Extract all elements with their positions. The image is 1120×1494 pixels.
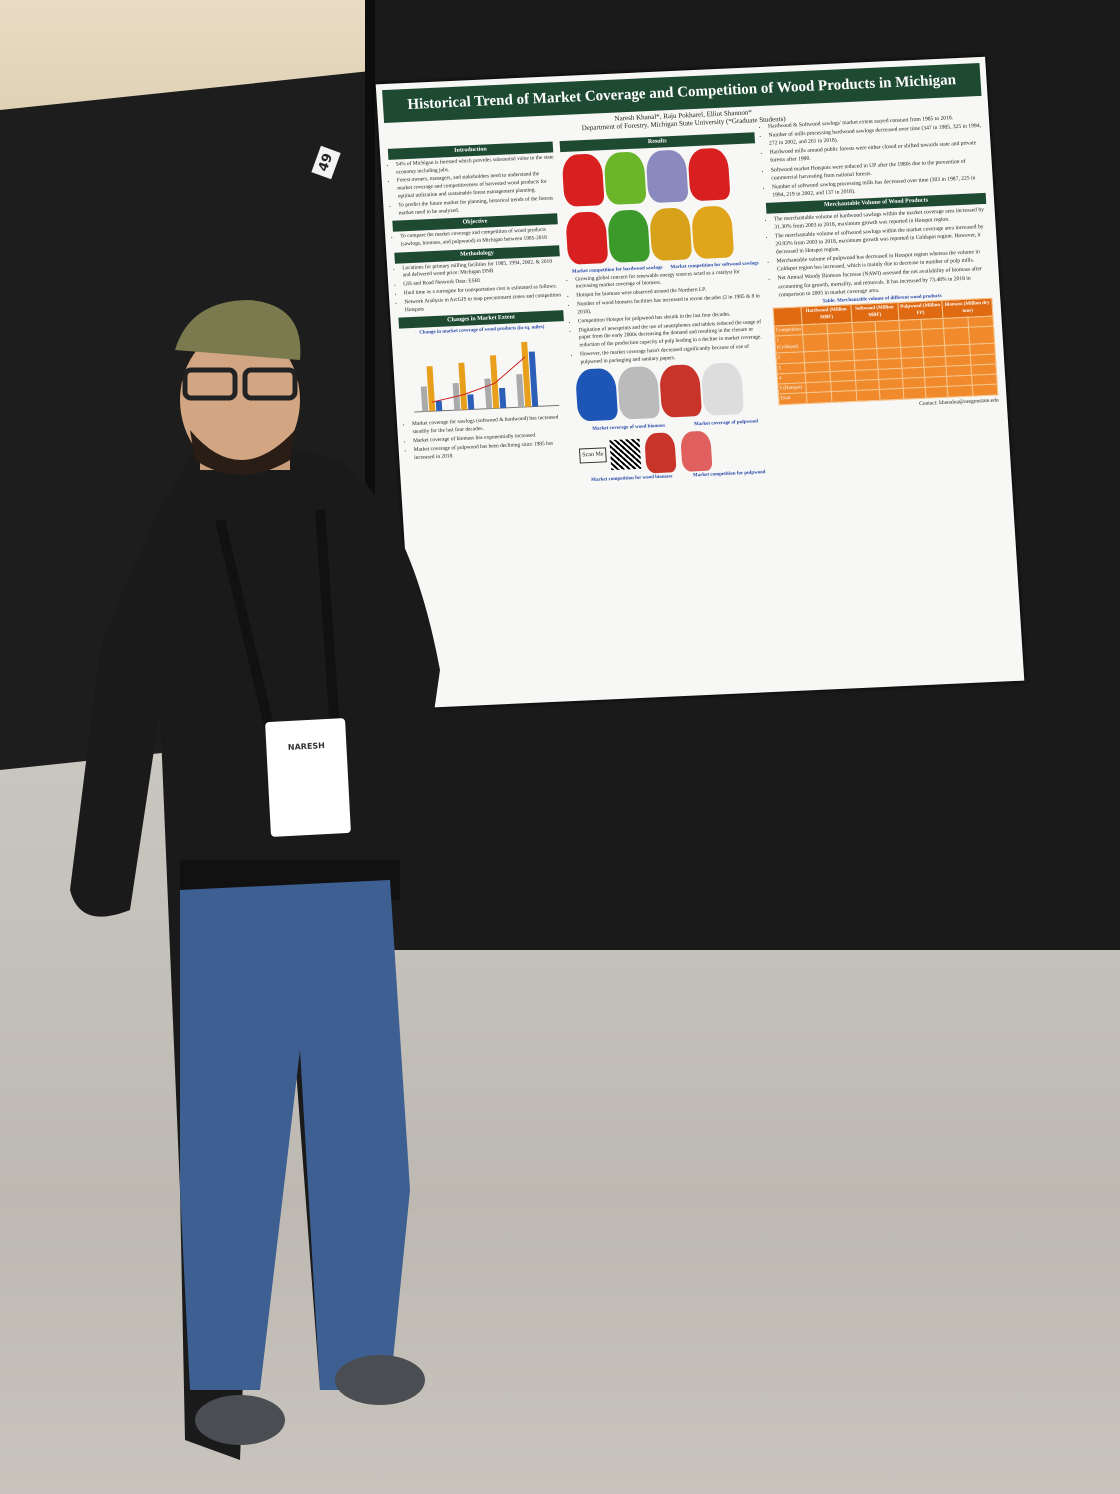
cell <box>947 385 973 397</box>
map <box>616 365 661 420</box>
bullet-list: Hardwood & Softwood sawlogs' market exte… <box>761 113 986 200</box>
row-label: 1 (Coldspot) <box>774 334 804 354</box>
cell <box>899 329 923 348</box>
map <box>565 210 609 265</box>
map <box>700 361 745 416</box>
face <box>180 328 300 472</box>
volume-table: Hardwood (Million MBF) Softwood (Million … <box>772 298 998 405</box>
cell <box>852 331 877 350</box>
row-label: Total <box>778 392 808 405</box>
cell <box>802 333 829 353</box>
map <box>690 204 735 259</box>
shoe <box>335 1355 425 1405</box>
map <box>680 430 713 472</box>
cell <box>879 388 904 400</box>
cell <box>921 328 946 347</box>
beard <box>190 430 295 475</box>
cell <box>827 332 854 351</box>
cell <box>831 390 857 403</box>
column: Introduction 54% of Michigan is forested… <box>387 138 573 463</box>
map-grid <box>560 145 762 269</box>
map <box>644 432 677 474</box>
map <box>561 152 605 207</box>
map-grid <box>574 360 772 427</box>
cell <box>968 325 995 345</box>
cell <box>856 389 881 401</box>
shoe <box>195 1395 285 1445</box>
header-cell: Biomass (Million dry tons) <box>942 298 993 318</box>
bullet-list: 54% of Michigan is forested which provid… <box>389 154 557 218</box>
jeans <box>180 880 410 1390</box>
header-cell: Softwood (Million MBF) <box>850 302 899 323</box>
glasses <box>182 367 238 401</box>
cell <box>806 391 832 404</box>
poster: Historical Trend of Market Coverage and … <box>375 56 1025 709</box>
map <box>687 147 731 201</box>
cell <box>925 386 949 398</box>
map <box>648 206 693 261</box>
header-cell: Pulpwood (Million Ft³) <box>897 300 944 320</box>
column: Hardwood & Softwood sawlogs' market exte… <box>761 113 999 415</box>
cap <box>175 300 301 360</box>
map <box>658 363 703 418</box>
lanyard <box>215 509 340 732</box>
bar-chart-image <box>414 342 560 413</box>
cell <box>875 330 901 349</box>
scan-me: Scan Me <box>578 447 608 464</box>
cell <box>943 327 970 346</box>
map-caption: Market coverage of pulpwood <box>693 418 759 427</box>
cell <box>902 387 926 399</box>
map <box>603 151 647 205</box>
cell <box>972 384 998 396</box>
map <box>574 367 619 422</box>
badge-name: NARESH <box>287 741 326 753</box>
bullet-list: Growing global concern for renewable ene… <box>568 268 769 368</box>
header-cell: Hardwood (Million MBF) <box>801 304 852 325</box>
column: Results Market competition for hardwood … <box>559 129 776 484</box>
map <box>607 208 651 263</box>
map <box>645 149 689 203</box>
qr-code <box>609 438 642 470</box>
header-cell <box>772 306 803 326</box>
name-badge: NARESH <box>265 717 351 838</box>
person <box>70 300 440 1460</box>
bullet-list: The merchantable volume of hardwood sawl… <box>767 205 992 299</box>
